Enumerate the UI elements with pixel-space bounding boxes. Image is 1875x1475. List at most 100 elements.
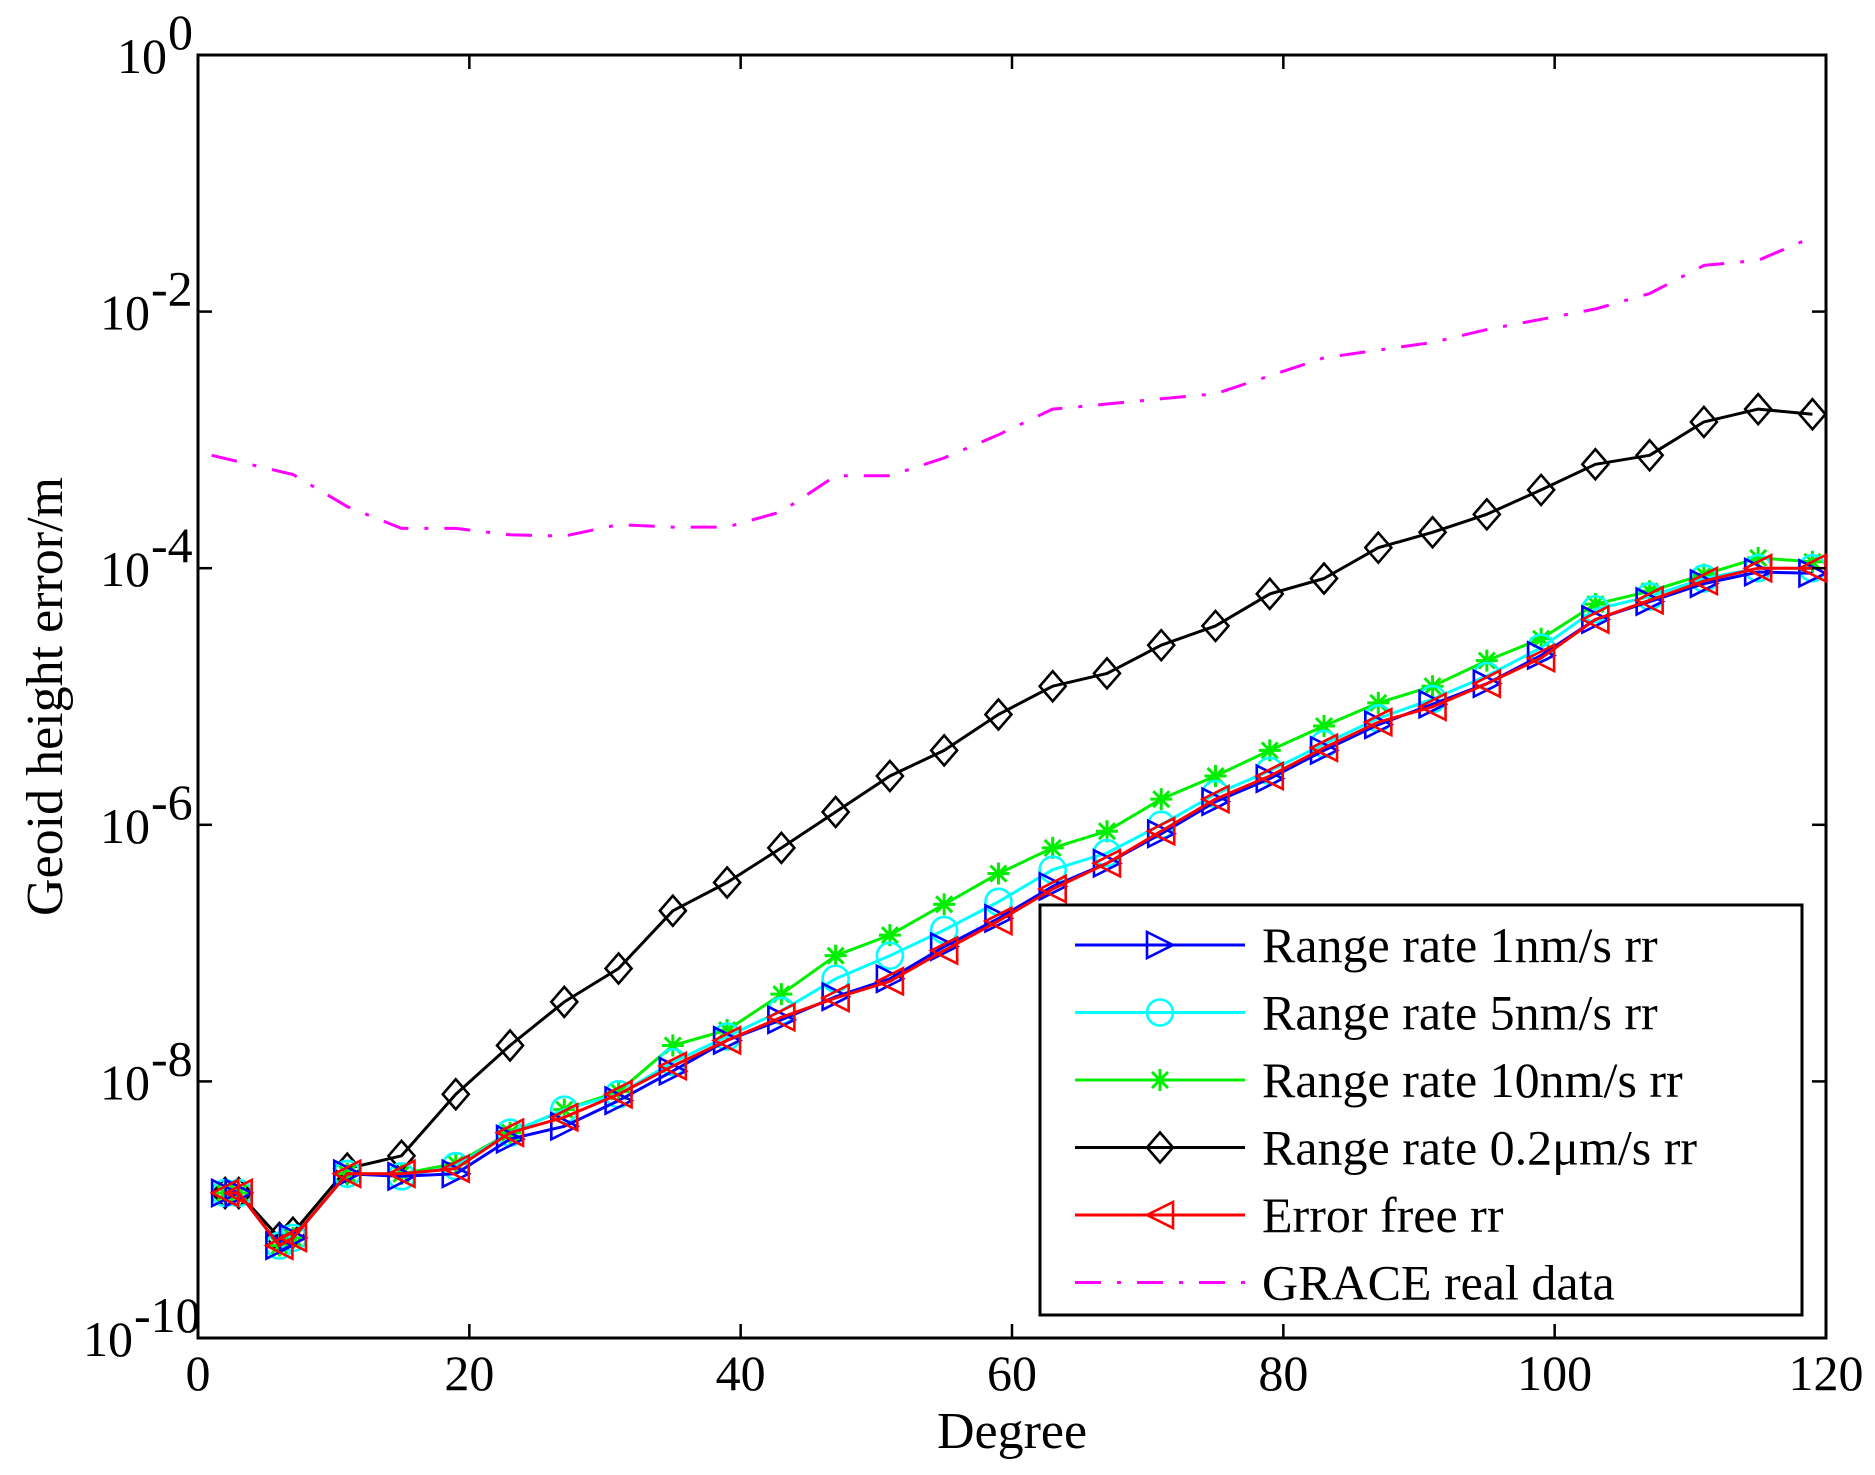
data-point — [1200, 608, 1231, 643]
series-layer — [209, 235, 1829, 1261]
y-tick-label: 10 -10 — [83, 1287, 201, 1367]
legend-marker — [1144, 1199, 1175, 1231]
x-axis-label: Degree — [937, 1403, 1087, 1460]
data-point — [1255, 763, 1286, 794]
data-point — [1199, 784, 1230, 815]
legend-marker — [1149, 1069, 1171, 1091]
data-point — [1742, 553, 1773, 584]
data-point — [873, 966, 905, 997]
data-point — [766, 830, 797, 865]
data-point — [984, 903, 1015, 934]
data-point — [439, 1153, 471, 1184]
data-point — [824, 944, 847, 967]
data-point — [875, 963, 906, 994]
data-point — [1579, 604, 1610, 635]
data-point — [1634, 438, 1665, 473]
legend-label: Range rate 0.2μm/s rr — [1262, 1120, 1697, 1176]
data-point — [1363, 530, 1394, 565]
y-tick-base: 10 — [117, 28, 167, 84]
data-point — [1475, 649, 1498, 672]
data-point — [549, 984, 580, 1019]
data-point — [656, 1050, 688, 1082]
data-point — [331, 1158, 362, 1189]
y-tick-label: 10 -8 — [100, 1030, 193, 1110]
legend-label: Range rate 5nm/s rr — [1262, 985, 1658, 1041]
legend-entry-range-rate-0-2-m-s-rr: Range rate 0.2μm/s rr — [1075, 1120, 1697, 1176]
data-point — [1798, 558, 1829, 589]
data-point — [1309, 735, 1340, 766]
legend-box — [1038, 903, 1804, 1317]
data-point — [1309, 561, 1339, 596]
data-point — [1091, 848, 1122, 879]
y-tick-base: 10 — [83, 1311, 133, 1367]
data-point — [548, 1102, 579, 1133]
data-point — [495, 1028, 525, 1063]
data-point — [1150, 788, 1173, 811]
y-tick-label: 10 0 — [117, 4, 193, 84]
y-tick-exponent: -6 — [151, 774, 193, 830]
legend-marker — [1145, 1130, 1175, 1165]
legend-entry-error-free-rr: Error free rr — [1075, 1187, 1504, 1243]
data-point — [1417, 515, 1448, 550]
legend-label: Range rate 10nm/s rr — [1262, 1052, 1683, 1108]
data-point — [982, 905, 1013, 937]
data-point — [928, 935, 959, 966]
data-point — [263, 1230, 294, 1261]
data-point — [1145, 816, 1176, 847]
y-tick-base: 10 — [100, 1054, 150, 1110]
legend-entry-range-rate-5nm-s-rr: Range rate 5nm/s rr — [1075, 985, 1658, 1041]
plot-area — [196, 53, 1829, 1340]
y-tick-label: 10 -4 — [100, 517, 193, 597]
y-tick-exponent: -2 — [151, 261, 193, 317]
legend-entry-range-rate-10nm-s-rr: Range rate 10nm/s rr — [1075, 1052, 1683, 1108]
data-point — [765, 1002, 796, 1033]
data-point — [1038, 871, 1069, 902]
data-point — [603, 951, 634, 986]
data-point — [1146, 628, 1176, 663]
legend-label: Range rate 1nm/s rr — [1262, 917, 1658, 973]
data-point — [1797, 397, 1828, 432]
data-point — [1526, 640, 1558, 671]
data-point — [1525, 642, 1556, 674]
data-point — [819, 982, 850, 1014]
legend-marker — [1145, 998, 1175, 1027]
data-point — [711, 1025, 742, 1056]
y-tick-exponent: 0 — [168, 4, 193, 60]
data-point — [1526, 472, 1556, 507]
data-point — [712, 865, 742, 900]
data-point — [385, 1158, 416, 1189]
series-grace-real-data — [211, 235, 1813, 538]
data-point — [1687, 565, 1719, 597]
data-point — [209, 1177, 240, 1209]
y-tick-base: 10 — [100, 798, 150, 854]
series-line — [211, 235, 1813, 538]
data-point — [277, 1222, 308, 1254]
data-point — [929, 931, 961, 962]
data-point — [1472, 497, 1502, 532]
data-point — [1367, 691, 1390, 714]
y-tick-base: 10 — [100, 541, 150, 597]
data-point — [1201, 786, 1232, 817]
x-tick-label: 60 — [987, 1345, 1037, 1401]
x-tick-label: 0 — [186, 1345, 211, 1401]
data-point — [987, 862, 1010, 885]
y-tick-label: 10 -2 — [100, 261, 193, 341]
legend-marker — [1145, 929, 1176, 961]
data-point — [875, 941, 905, 970]
data-point — [549, 1111, 581, 1142]
data-point — [983, 697, 1014, 732]
y-tick-exponent: -4 — [151, 517, 193, 573]
y-tick-exponent: -8 — [151, 1030, 193, 1086]
data-point — [820, 794, 851, 829]
data-point — [1095, 820, 1118, 843]
data-point — [1470, 668, 1502, 699]
data-point — [387, 1161, 418, 1192]
legend: Range rate 1nm/s rr Range rate 5nm/s rr Ra… — [1038, 903, 1804, 1317]
x-tick-label: 120 — [1789, 1345, 1864, 1401]
data-point — [1689, 568, 1720, 599]
y-tick-base: 10 — [100, 285, 150, 341]
data-point — [1580, 447, 1611, 482]
x-tick-label: 40 — [716, 1345, 766, 1401]
data-point — [441, 1077, 471, 1112]
